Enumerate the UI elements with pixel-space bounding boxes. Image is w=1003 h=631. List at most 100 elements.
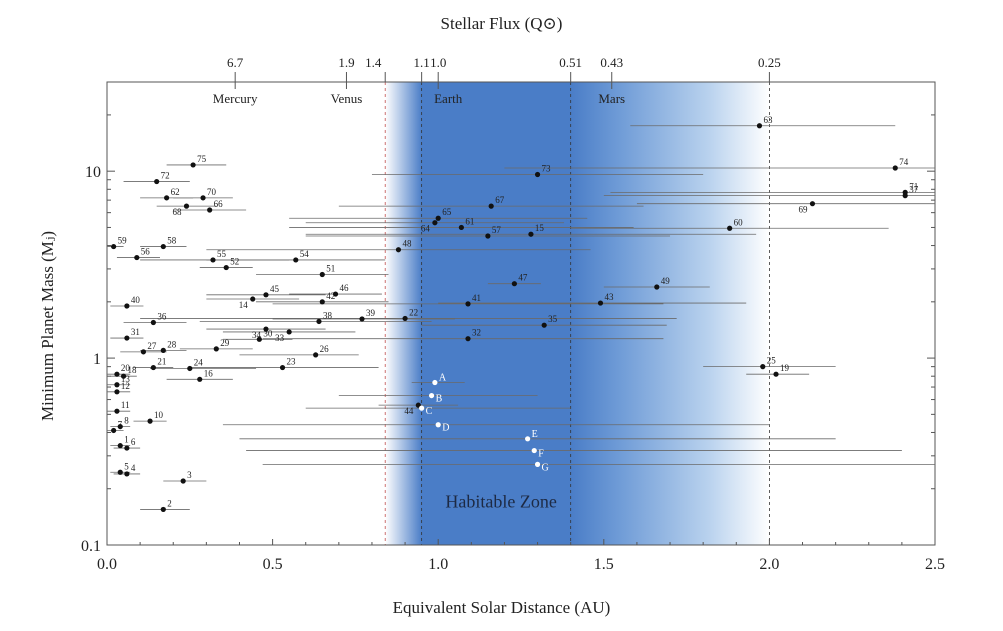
point-label: 39 — [366, 308, 376, 318]
hz-point-label: B — [436, 394, 443, 405]
point-label: 12 — [121, 381, 130, 391]
point-label: 60 — [734, 217, 744, 227]
x-tick-label: 1.5 — [594, 556, 614, 573]
point-label: 63 — [763, 115, 773, 125]
data-point — [117, 423, 123, 430]
y-tick-label: 0.1 — [81, 538, 101, 555]
data-point — [197, 376, 203, 382]
data-point — [415, 402, 421, 408]
hz-data-point — [534, 461, 541, 467]
data-point — [511, 281, 517, 287]
data-point — [250, 296, 256, 302]
solar-planet-label: Venus — [331, 91, 363, 106]
point-label: 43 — [604, 292, 614, 302]
point-label: 14 — [239, 300, 249, 310]
hz-point-label: G — [542, 462, 549, 473]
hz-point-label: F — [538, 449, 544, 460]
data-point — [809, 201, 816, 207]
hz-data-point — [428, 392, 435, 399]
point-label: 57 — [492, 225, 502, 235]
data-point — [756, 123, 763, 129]
point-label: 30 — [263, 328, 273, 338]
solar-planet-label: Mercury — [213, 91, 258, 106]
data-point — [207, 207, 213, 213]
point-label: 19 — [780, 363, 790, 373]
point-label: 65 — [442, 207, 452, 217]
top-axis-tick-label: 1.4 — [365, 55, 382, 70]
habitable-zone-label: Habitable Zone — [445, 491, 556, 511]
data-point — [180, 478, 186, 484]
point-label: 32 — [472, 328, 481, 338]
data-point — [114, 408, 120, 414]
hz-data-point — [435, 422, 441, 428]
data-point — [140, 349, 147, 355]
data-point — [150, 364, 156, 371]
top-axis-tick-label: 0.51 — [559, 55, 582, 70]
point-label: 20 — [121, 363, 131, 373]
point-label: 72 — [161, 171, 170, 181]
data-point — [528, 231, 534, 237]
point-label: 74 — [899, 157, 909, 167]
data-point — [541, 322, 547, 328]
data-point — [213, 346, 219, 352]
point-label: 40 — [131, 295, 141, 305]
point-label: 70 — [207, 187, 217, 197]
data-point — [154, 178, 160, 185]
point-label: 62 — [171, 187, 180, 197]
point-label: 36 — [157, 312, 167, 322]
data-point — [124, 471, 130, 477]
hz-point-label: D — [442, 423, 449, 434]
point-label: 64 — [421, 224, 431, 234]
data-point — [183, 203, 190, 209]
point-label: 24 — [194, 357, 204, 367]
data-point — [111, 243, 117, 250]
data-point — [111, 427, 117, 434]
point-label: 41 — [472, 293, 481, 303]
data-point — [117, 469, 123, 475]
point-label: 51 — [326, 264, 335, 274]
point-label: 28 — [167, 339, 177, 349]
point-label: 15 — [535, 223, 545, 233]
data-point — [773, 371, 779, 377]
point-label: 35 — [548, 314, 558, 324]
x-tick-label: 2.5 — [925, 556, 945, 573]
top-axis-tick-label: 0.25 — [758, 55, 781, 70]
point-label: 34 — [252, 330, 262, 340]
plot-frame — [106, 81, 936, 546]
data-point — [160, 506, 166, 513]
point-label: 21 — [157, 357, 166, 367]
point-label: 66 — [214, 199, 224, 209]
data-point — [114, 371, 120, 377]
data-point — [359, 316, 365, 322]
top-axis-tick-label: 1.0 — [430, 55, 446, 70]
point-label: 37 — [909, 185, 919, 195]
point-label: 59 — [118, 236, 128, 246]
data-point — [210, 257, 216, 263]
data-point — [263, 326, 269, 332]
point-label: 10 — [154, 410, 164, 420]
point-label: 75 — [197, 154, 207, 164]
point-label: 8 — [124, 416, 129, 426]
point-label: 31 — [131, 327, 140, 337]
point-label: 68 — [172, 207, 182, 217]
data-point — [435, 215, 441, 221]
data-point — [432, 220, 438, 226]
data-point — [395, 247, 402, 253]
data-point — [190, 162, 196, 168]
solar-planet-label: Earth — [434, 91, 463, 106]
data-point — [200, 195, 206, 201]
point-label: 71 — [909, 181, 918, 191]
point-label: 69 — [798, 205, 808, 215]
data-point — [293, 257, 299, 263]
point-label: 56 — [141, 247, 151, 257]
data-point — [534, 171, 541, 178]
point-label: 45 — [270, 284, 280, 294]
point-label: 55 — [217, 249, 227, 259]
y-axis-label: Minimum Planet Mass (Mⱼ) — [38, 230, 57, 422]
y-tick-label: 10 — [85, 164, 101, 181]
data-point — [117, 443, 123, 449]
hz-point-label: E — [532, 429, 538, 440]
habitable-zone-band — [385, 82, 770, 545]
hz-data-point — [432, 379, 438, 386]
data-point — [124, 445, 130, 451]
